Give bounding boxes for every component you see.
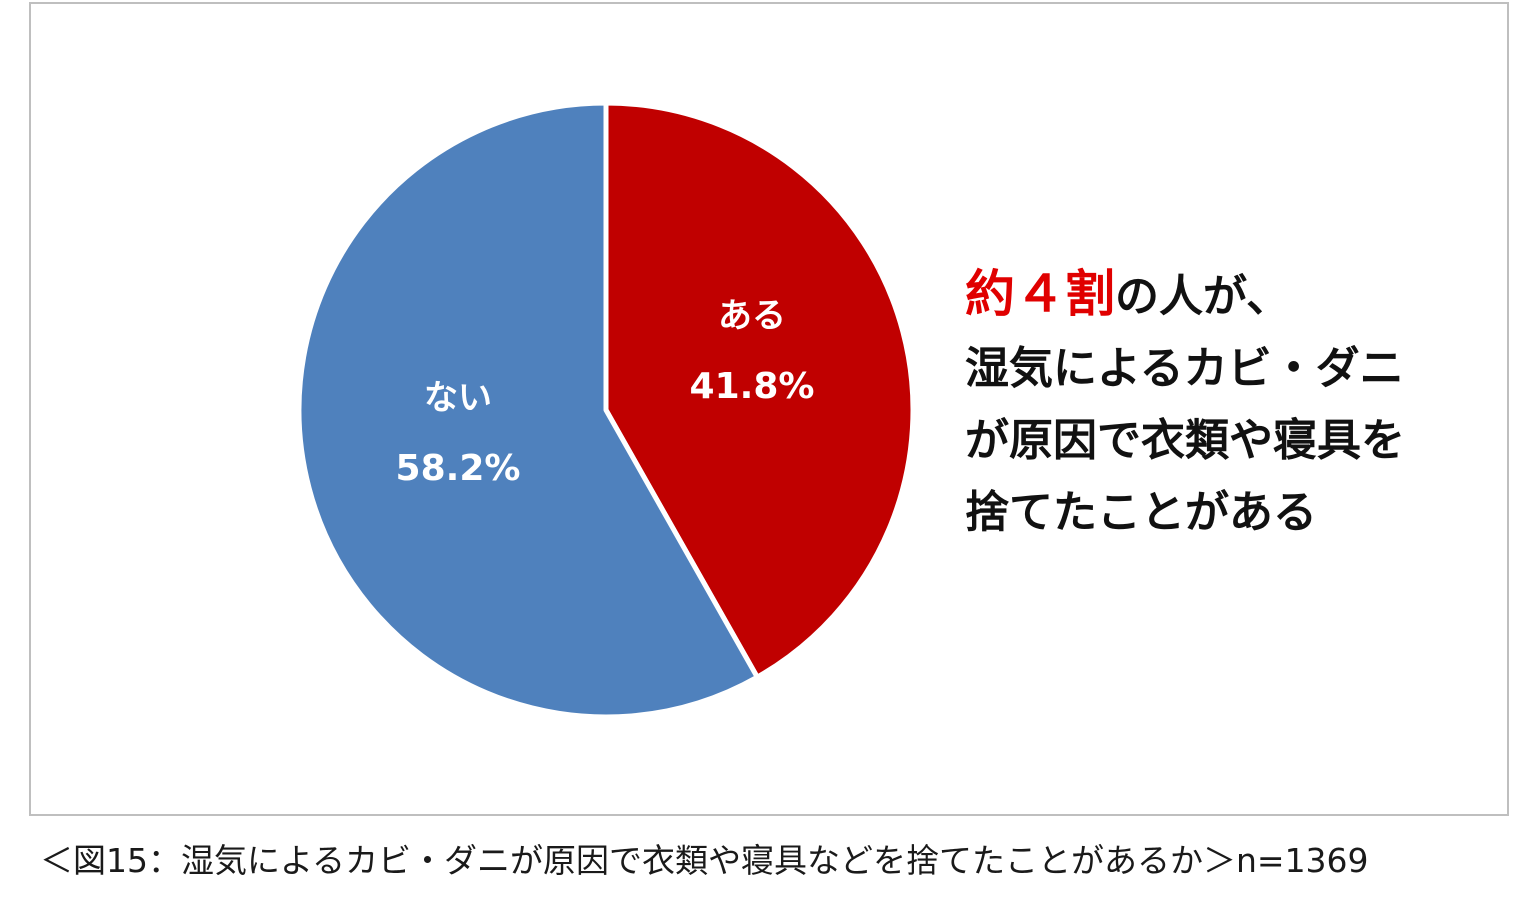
callout-line-2: 湿気によるカビ・ダニ [965, 343, 1404, 394]
figure-caption: ＜図15：湿気によるカビ・ダニが原因で衣類や寝具などを捨てたことがあるか＞n=1… [40, 841, 1369, 880]
slice-label-nai: ない [424, 378, 492, 418]
callout-text: 約４割の人が、 湿気によるカビ・ダニ が原因で衣類や寝具を 捨てたことがある [965, 258, 1405, 549]
callout-line-1-rest: の人が、 [1115, 271, 1291, 322]
pie-slice-aru [603, 100, 916, 680]
callout-highlight: 約４割 [965, 265, 1115, 323]
slice-label-aru: ある [718, 296, 786, 336]
callout-line-4: 捨てたことがある [965, 487, 1317, 538]
slice-value-aru: 41.8% [689, 366, 815, 407]
callout-line-1: 約４割の人が、 [965, 258, 1405, 333]
pie-slice-nai [296, 100, 760, 720]
callout-line-3: が原因で衣類や寝具を [965, 415, 1405, 466]
slice-value-nai: 58.2% [395, 448, 521, 489]
